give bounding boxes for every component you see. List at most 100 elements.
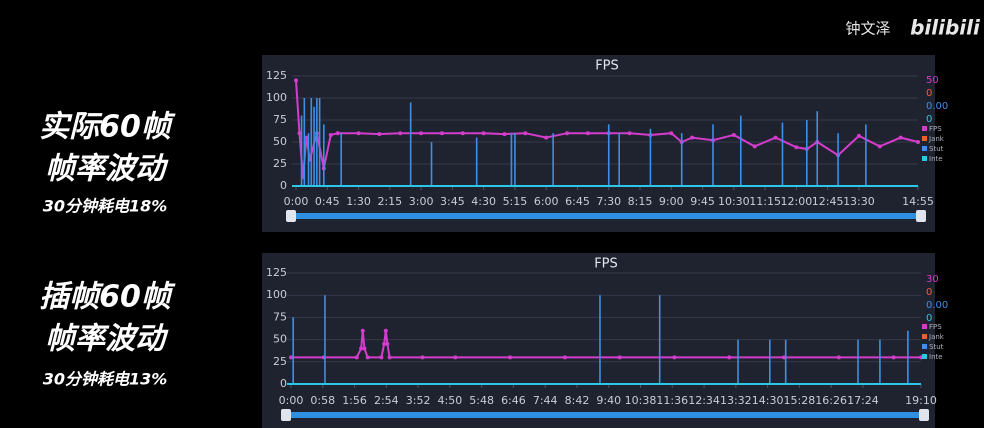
- slider-handle: [916, 210, 926, 222]
- fps-point: [565, 131, 570, 136]
- fps-point: [387, 355, 392, 360]
- x-tick-label: 13:32: [720, 394, 752, 407]
- legend-swatch: [922, 334, 927, 339]
- fps-point: [289, 355, 293, 360]
- x-tick-label: 5:15: [503, 195, 528, 208]
- legend-swatch: [922, 146, 927, 151]
- x-tick-label: 6:45: [565, 195, 590, 208]
- side-note: 30分钟耗电18%: [43, 197, 168, 216]
- fps-point: [379, 355, 384, 360]
- fps-point: [335, 131, 340, 136]
- fps-point: [877, 144, 882, 149]
- side-title: 插帧60帧: [39, 280, 176, 315]
- fps-point: [916, 140, 920, 144]
- chart-panel: [262, 55, 935, 232]
- x-tick-label: 3:45: [440, 195, 465, 208]
- x-tick-label: 0:00: [284, 195, 309, 208]
- fps-point: [672, 355, 677, 360]
- fps-point: [359, 346, 364, 351]
- range-slider: [285, 412, 927, 418]
- x-tick-label: 9:40: [596, 394, 621, 407]
- x-tick-label: 11:15: [749, 195, 781, 208]
- fps-point: [304, 135, 309, 140]
- legend-label: Inte: [929, 353, 943, 361]
- slider-handle: [919, 409, 929, 421]
- legend-label: FPS: [929, 323, 942, 331]
- fps-point: [362, 346, 367, 351]
- slider-handle: [281, 409, 291, 421]
- x-tick-label: 7:44: [533, 394, 558, 407]
- legend-label: Jank: [928, 333, 945, 341]
- legend-label: Stut: [929, 145, 944, 153]
- y-tick-label: 75: [273, 310, 287, 323]
- fps-point: [354, 355, 359, 360]
- side-subtitle: 帧率波动: [45, 322, 169, 357]
- legend-label: Inte: [929, 155, 943, 163]
- fps-point: [419, 131, 424, 136]
- readout: 0.00: [926, 101, 948, 112]
- fps-point: [382, 342, 387, 347]
- x-tick-label: 7:30: [596, 195, 621, 208]
- readout: 50: [926, 75, 939, 86]
- x-tick-label: 3:52: [406, 394, 431, 407]
- fps-point: [891, 355, 896, 360]
- range-slider: [290, 213, 924, 219]
- legend-label: FPS: [929, 125, 942, 133]
- fps-point: [898, 135, 903, 140]
- legend-swatch: [922, 126, 927, 131]
- readout: 0: [926, 287, 932, 298]
- fps-point: [585, 131, 590, 136]
- y-tick-label: 50: [273, 135, 287, 148]
- y-tick-label: 125: [266, 69, 287, 82]
- y-tick-label: 100: [266, 91, 287, 104]
- fps-point: [690, 135, 695, 140]
- fps-point: [627, 131, 632, 136]
- fps-point: [383, 328, 388, 333]
- fps-point: [502, 132, 507, 137]
- fps-point: [297, 131, 302, 136]
- x-tick-label: 9:45: [690, 195, 715, 208]
- x-tick-label: 4:50: [438, 394, 463, 407]
- fps-point: [460, 131, 465, 136]
- y-tick-label: 75: [273, 113, 287, 126]
- x-tick-label: 10:30: [718, 195, 750, 208]
- y-tick-label: 25: [273, 157, 287, 170]
- watermark-author: 钟文泽: [845, 20, 890, 38]
- slider-handle: [286, 210, 296, 222]
- fps-point: [420, 355, 425, 360]
- readout: 0: [926, 88, 932, 99]
- x-tick-label: 14:30: [752, 394, 784, 407]
- fps-point: [669, 131, 674, 136]
- y-tick-label: 25: [273, 355, 287, 368]
- readout: 0: [926, 313, 932, 324]
- x-tick-label: 8:15: [628, 195, 653, 208]
- y-tick-label: 50: [273, 333, 287, 346]
- legend-swatch: [922, 344, 927, 349]
- readout: 0.00: [926, 300, 948, 311]
- fps-point: [481, 131, 486, 136]
- x-tick-label: 10:38: [625, 394, 657, 407]
- fps-point: [377, 132, 382, 137]
- x-tick-label: 12:45: [812, 195, 844, 208]
- fps-point: [752, 144, 757, 149]
- fps-point: [294, 78, 298, 83]
- fps-point: [856, 133, 861, 138]
- x-tick-label: 15:28: [784, 394, 816, 407]
- watermark-site: bilibili: [910, 16, 981, 40]
- fps-point: [356, 131, 361, 136]
- fps-point: [836, 355, 841, 360]
- side-subtitle: 帧率波动: [45, 152, 169, 187]
- readout: 0: [926, 114, 932, 125]
- y-tick-label: 100: [266, 288, 287, 301]
- side-note: 30分钟耗电13%: [43, 370, 168, 389]
- x-tick-label: 14:55: [902, 195, 934, 208]
- side-title: 实际60帧: [39, 110, 176, 145]
- fps-point: [794, 145, 799, 150]
- x-tick-label: 13:30: [843, 195, 875, 208]
- x-tick-label: 12:34: [688, 394, 720, 407]
- y-tick-label: 0: [280, 179, 287, 192]
- x-tick-label: 1:30: [346, 195, 371, 208]
- fps-point: [727, 355, 732, 360]
- legend-swatch: [922, 136, 927, 141]
